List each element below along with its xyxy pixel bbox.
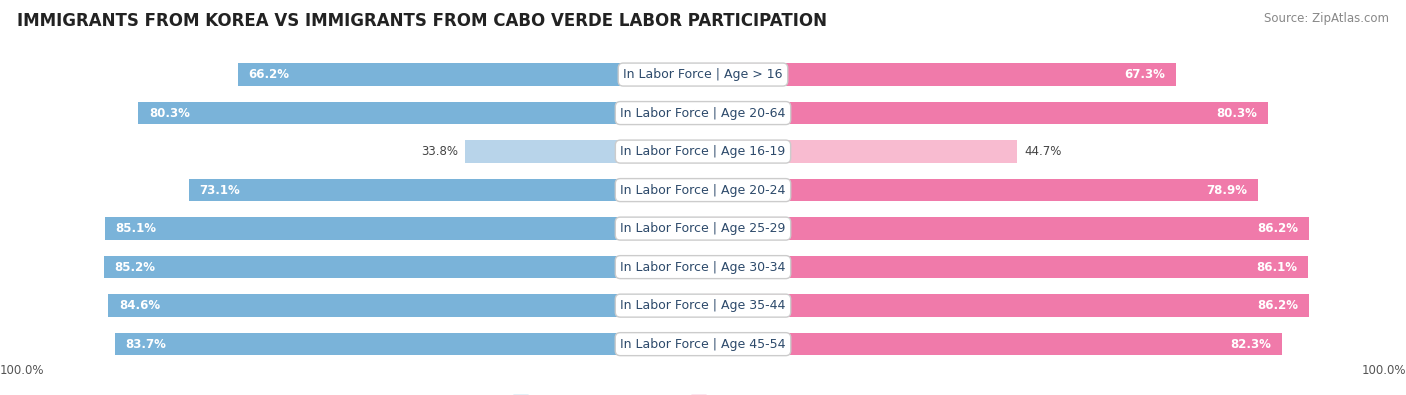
Text: 80.3%: 80.3% <box>1216 107 1257 120</box>
Text: 83.7%: 83.7% <box>125 338 166 351</box>
Text: 73.1%: 73.1% <box>200 184 240 197</box>
Text: 86.2%: 86.2% <box>1257 222 1299 235</box>
Text: In Labor Force | Age 20-64: In Labor Force | Age 20-64 <box>620 107 786 120</box>
FancyBboxPatch shape <box>0 147 1406 310</box>
Text: 67.3%: 67.3% <box>1125 68 1166 81</box>
FancyBboxPatch shape <box>0 108 1406 272</box>
Text: IMMIGRANTS FROM KOREA VS IMMIGRANTS FROM CABO VERDE LABOR PARTICIPATION: IMMIGRANTS FROM KOREA VS IMMIGRANTS FROM… <box>17 12 827 30</box>
Text: In Labor Force | Age 16-19: In Labor Force | Age 16-19 <box>620 145 786 158</box>
Text: 78.9%: 78.9% <box>1206 184 1247 197</box>
Text: In Labor Force | Age 20-24: In Labor Force | Age 20-24 <box>620 184 786 197</box>
FancyBboxPatch shape <box>0 0 1406 156</box>
Bar <box>138 102 703 124</box>
Text: 44.7%: 44.7% <box>1024 145 1062 158</box>
FancyBboxPatch shape <box>0 185 1406 349</box>
Text: 80.3%: 80.3% <box>149 107 190 120</box>
Text: In Labor Force | Age 45-54: In Labor Force | Age 45-54 <box>620 338 786 351</box>
Bar <box>108 294 703 317</box>
Text: 100.0%: 100.0% <box>1361 364 1406 377</box>
Text: In Labor Force | Age 35-44: In Labor Force | Age 35-44 <box>620 299 786 312</box>
FancyBboxPatch shape <box>0 31 1406 195</box>
Text: 85.1%: 85.1% <box>115 222 156 235</box>
Text: 66.2%: 66.2% <box>247 68 290 81</box>
Text: 86.2%: 86.2% <box>1257 299 1299 312</box>
Text: 100.0%: 100.0% <box>0 364 45 377</box>
Bar <box>703 63 1175 86</box>
Bar <box>703 102 1268 124</box>
Text: 82.3%: 82.3% <box>1230 338 1271 351</box>
Bar <box>703 179 1257 201</box>
Text: In Labor Force | Age 30-34: In Labor Force | Age 30-34 <box>620 261 786 274</box>
FancyBboxPatch shape <box>0 224 1406 387</box>
Bar <box>703 217 1309 240</box>
Text: Source: ZipAtlas.com: Source: ZipAtlas.com <box>1264 12 1389 25</box>
FancyBboxPatch shape <box>0 70 1406 233</box>
FancyBboxPatch shape <box>0 262 1406 395</box>
Text: 85.2%: 85.2% <box>114 261 156 274</box>
Bar <box>104 256 703 278</box>
Text: 33.8%: 33.8% <box>422 145 458 158</box>
Bar <box>703 256 1308 278</box>
Bar <box>703 333 1282 356</box>
Bar <box>105 217 703 240</box>
Text: 84.6%: 84.6% <box>120 299 160 312</box>
Text: In Labor Force | Age 25-29: In Labor Force | Age 25-29 <box>620 222 786 235</box>
Text: 86.1%: 86.1% <box>1257 261 1298 274</box>
Bar <box>703 140 1018 163</box>
Legend: Immigrants from Korea, Immigrants from Cabo Verde: Immigrants from Korea, Immigrants from C… <box>508 389 898 395</box>
Bar <box>114 333 703 356</box>
Bar <box>703 294 1309 317</box>
Text: In Labor Force | Age > 16: In Labor Force | Age > 16 <box>623 68 783 81</box>
Bar <box>188 179 703 201</box>
Bar <box>238 63 703 86</box>
Bar <box>465 140 703 163</box>
